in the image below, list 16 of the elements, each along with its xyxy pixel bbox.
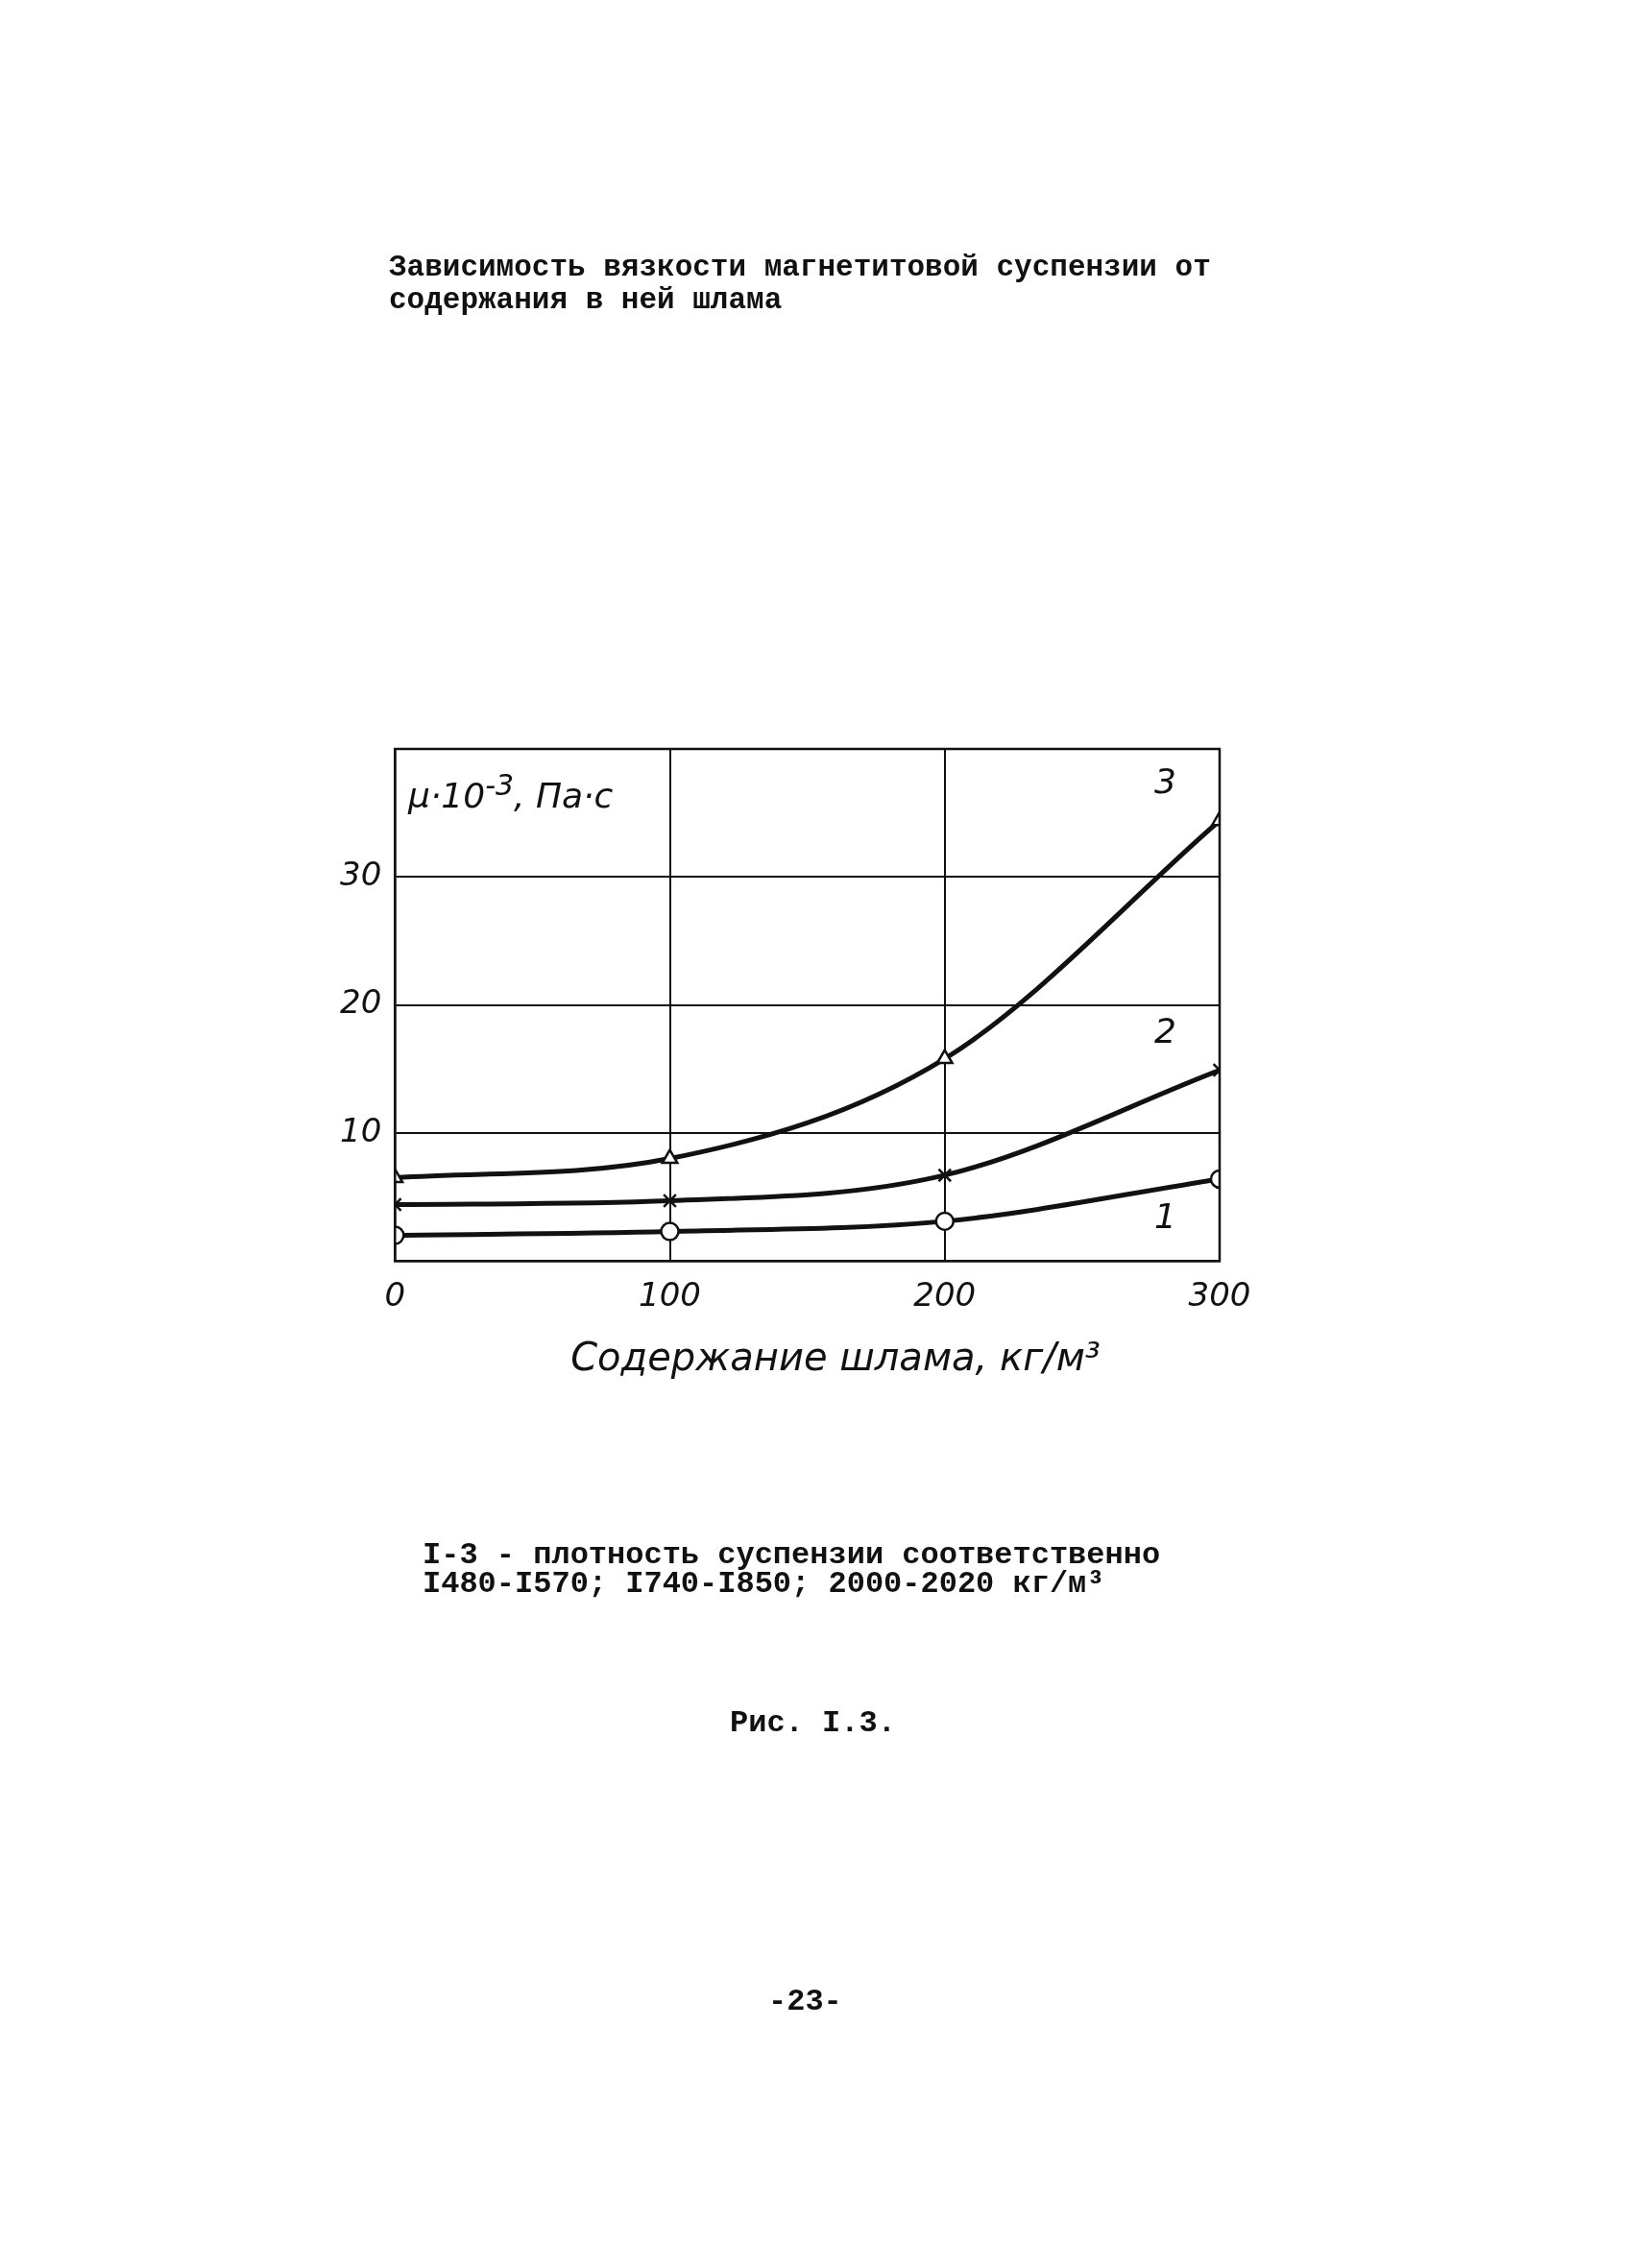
y-tick-label: 30 [340, 855, 382, 894]
series-label: 3 [1154, 761, 1176, 802]
text: I-3 - плотность суспензии соответственно I480-I570; I740-I850; 2000-2020 кг/м³ [423, 1537, 1162, 1602]
series-label: 1 [1154, 1196, 1176, 1237]
series-label: 2 [1154, 1010, 1176, 1050]
x-tick-label: 100 [639, 1275, 701, 1315]
chart-title: Зависимость вязкости магнетитовой суспензии от содержания в ней шлама [389, 251, 1212, 317]
x-tick-label: 300 [1188, 1275, 1251, 1315]
text: Рис. I.3. [730, 1705, 896, 1741]
x-tick-label: 0 [384, 1275, 406, 1315]
y-tick-label: 10 [340, 1110, 382, 1149]
x-tick-label: 200 [913, 1275, 977, 1315]
x-axis-title: Содержание шлама, кг/м³ [569, 1335, 1101, 1379]
text: -23- [768, 1984, 842, 2019]
y-axis-title: μ·10$^{-3}$, Па·с [408, 768, 614, 815]
y-tick-label: 20 [340, 982, 382, 1022]
